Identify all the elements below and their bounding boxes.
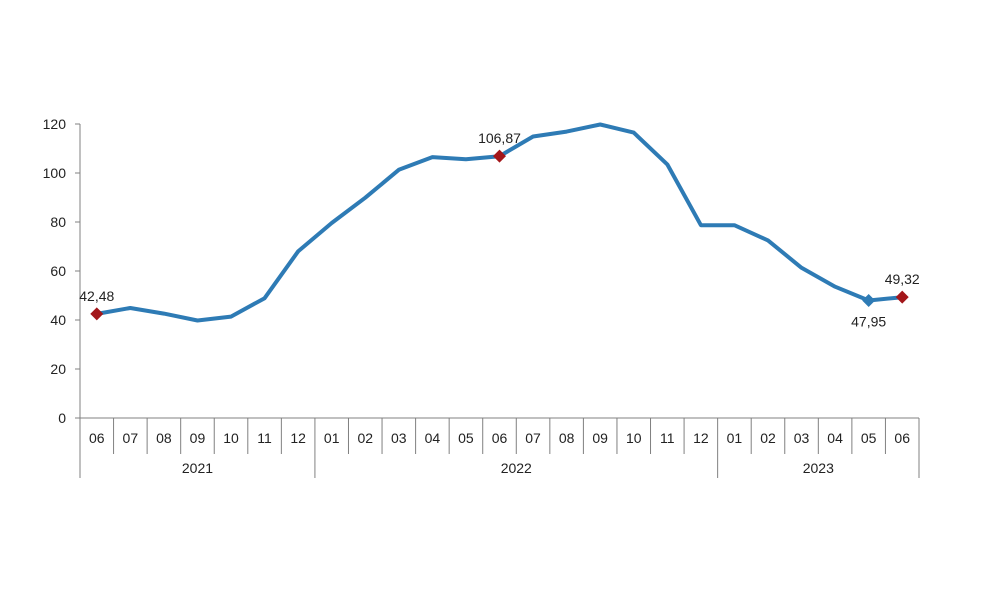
x-tick-label: 03	[391, 430, 407, 446]
x-tick-label: 07	[525, 430, 541, 446]
data-label: 42,48	[79, 288, 114, 304]
x-tick-label: 06	[89, 430, 105, 446]
x-tick-label: 02	[760, 430, 776, 446]
x-tick-label: 08	[156, 430, 172, 446]
x-tick-label: 12	[693, 430, 709, 446]
data-label: 49,32	[885, 271, 920, 287]
x-tick-label: 08	[559, 430, 575, 446]
data-label: 47,95	[851, 314, 886, 330]
x-tick-label: 06	[492, 430, 508, 446]
x-tick-label: 01	[727, 430, 743, 446]
data-point-marker	[895, 290, 909, 304]
x-tick-label: 07	[123, 430, 139, 446]
y-tick-label: 20	[50, 361, 66, 377]
y-tick-label: 80	[50, 214, 66, 230]
x-tick-label: 03	[794, 430, 810, 446]
x-tick-label: 04	[425, 430, 441, 446]
data-point-marker	[862, 294, 876, 308]
data-point-marker	[493, 149, 506, 163]
x-tick-label: 09	[592, 430, 608, 446]
x-tick-label: 11	[257, 430, 272, 446]
y-tick-label: 40	[50, 312, 66, 328]
x-tick-label: 05	[861, 430, 877, 446]
x-tick-label: 11	[660, 430, 675, 446]
x-year-label: 2021	[182, 460, 213, 476]
y-tick-label: 120	[43, 116, 67, 132]
x-tick-label: 10	[626, 430, 642, 446]
x-year-label: 2022	[501, 460, 532, 476]
x-tick-label: 12	[290, 430, 306, 446]
x-tick-label: 01	[324, 430, 340, 446]
x-tick-label: 04	[827, 430, 843, 446]
x-tick-label: 06	[894, 430, 910, 446]
x-tick-label: 09	[190, 430, 206, 446]
data-point-marker	[90, 307, 104, 321]
x-year-label: 2023	[803, 460, 834, 476]
y-tick-label: 100	[43, 165, 67, 181]
x-tick-label: 10	[223, 430, 239, 446]
data-label: 106,87	[478, 130, 521, 146]
y-tick-label: 0	[58, 410, 66, 426]
x-tick-label: 02	[357, 430, 373, 446]
x-tick-label: 05	[458, 430, 474, 446]
y-tick-label: 60	[50, 263, 66, 279]
data-labels: 42,48 106,87 47,95 49,32	[79, 130, 920, 329]
